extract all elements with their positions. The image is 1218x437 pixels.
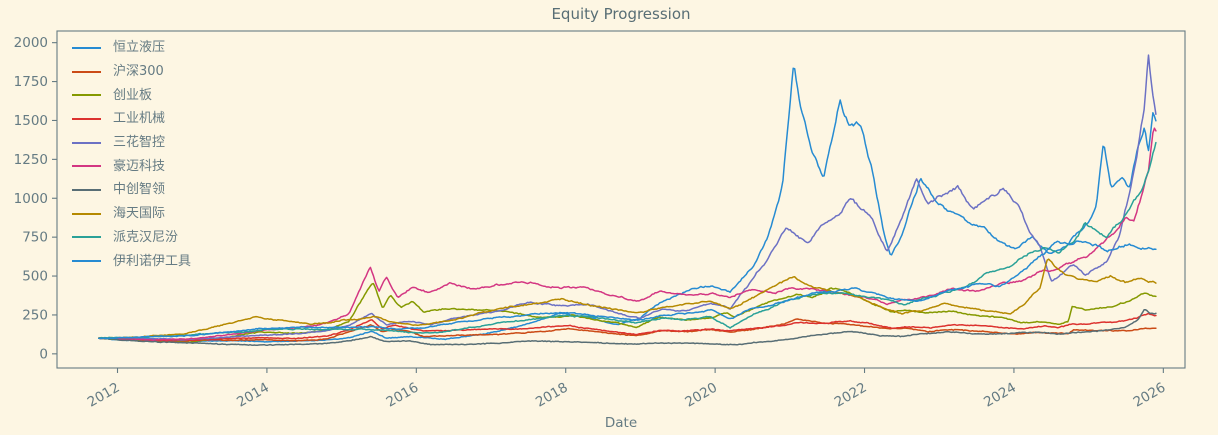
legend-item-5: 三花智控 — [72, 131, 191, 155]
legend-item-1: 恒立液压 — [72, 36, 191, 60]
legend-line-swatch — [72, 141, 101, 144]
legend-label: 海天国际 — [113, 206, 166, 222]
legend-item-9: 派克汉尼汾 — [72, 226, 191, 250]
legend-label: 三花智控 — [113, 135, 166, 151]
y-tick-label: 1250 — [14, 152, 48, 168]
y-tick-label: 1750 — [14, 74, 48, 90]
series-line-中创智领 — [98, 309, 1157, 347]
legend-line-swatch — [72, 260, 101, 263]
x-tick-label: 2016 — [384, 380, 422, 411]
x-tick-label: 2018 — [533, 380, 571, 411]
x-tick-label: 2024 — [981, 380, 1019, 411]
legend-line-swatch — [72, 165, 101, 168]
y-tick-label: 750 — [22, 230, 48, 246]
y-tick-label: 1500 — [14, 113, 48, 129]
legend-label: 中创智领 — [113, 182, 166, 198]
legend-line-swatch — [72, 70, 101, 73]
legend-item-10: 伊利诺伊工具 — [72, 249, 191, 273]
legend-line-swatch — [72, 46, 101, 49]
y-tick-label: 1000 — [14, 191, 48, 207]
legend-label: 派克汉尼汾 — [113, 229, 179, 245]
x-tick-label: 2020 — [682, 380, 720, 411]
series-line-三花智控 — [98, 54, 1157, 341]
y-tick-label: 500 — [22, 269, 48, 285]
series-line-海天国际 — [98, 258, 1157, 339]
series-line-工业机械 — [98, 312, 1157, 342]
y-tick-label: 0 — [39, 346, 48, 362]
x-tick-label: 2022 — [832, 380, 870, 411]
legend-label: 伊利诺伊工具 — [113, 253, 192, 269]
y-tick-label: 2000 — [14, 35, 48, 51]
series-line-派克汉尼汾 — [98, 141, 1157, 339]
axes-spines — [56, 30, 1186, 369]
series-line-创业板 — [98, 282, 1157, 344]
legend-line-swatch — [72, 94, 101, 97]
legend-item-3: 创业板 — [72, 83, 191, 107]
legend-line-swatch — [72, 212, 101, 215]
legend-item-8: 海天国际 — [72, 202, 191, 226]
legend-label: 创业板 — [113, 87, 153, 103]
legend-label: 豪迈科技 — [113, 158, 166, 174]
x-tick-label: 2014 — [234, 380, 272, 411]
legend-line-swatch — [72, 188, 101, 191]
legend-item-7: 中创智领 — [72, 178, 191, 202]
series-line-恒立液压 — [98, 67, 1157, 344]
legend: 恒立液压沪深300 创业板工业机械三花智控豪迈科技中创智领海天国际派克汉尼汾伊利诺… — [72, 36, 191, 273]
legend-line-swatch — [72, 117, 101, 120]
legend-line-swatch — [72, 236, 101, 239]
series-line-伊利诺伊工具 — [98, 240, 1157, 340]
legend-label: 工业机械 — [113, 111, 166, 127]
legend-label: 恒立液压 — [113, 40, 166, 56]
legend-item-2: 沪深300 — [72, 60, 191, 84]
legend-item-6: 豪迈科技 — [72, 154, 191, 178]
legend-label: 沪深300 — [113, 64, 164, 80]
series-line-豪迈科技 — [98, 127, 1157, 341]
chart-title: Equity Progression — [551, 5, 691, 23]
y-tick-label: 250 — [22, 307, 48, 323]
series-line-沪深300 — [98, 318, 1157, 343]
x-tick-label: 2012 — [85, 380, 123, 411]
x-tick-label: 2026 — [1131, 380, 1169, 411]
x-axis-label: Date — [605, 415, 637, 431]
legend-item-4: 工业机械 — [72, 107, 191, 131]
